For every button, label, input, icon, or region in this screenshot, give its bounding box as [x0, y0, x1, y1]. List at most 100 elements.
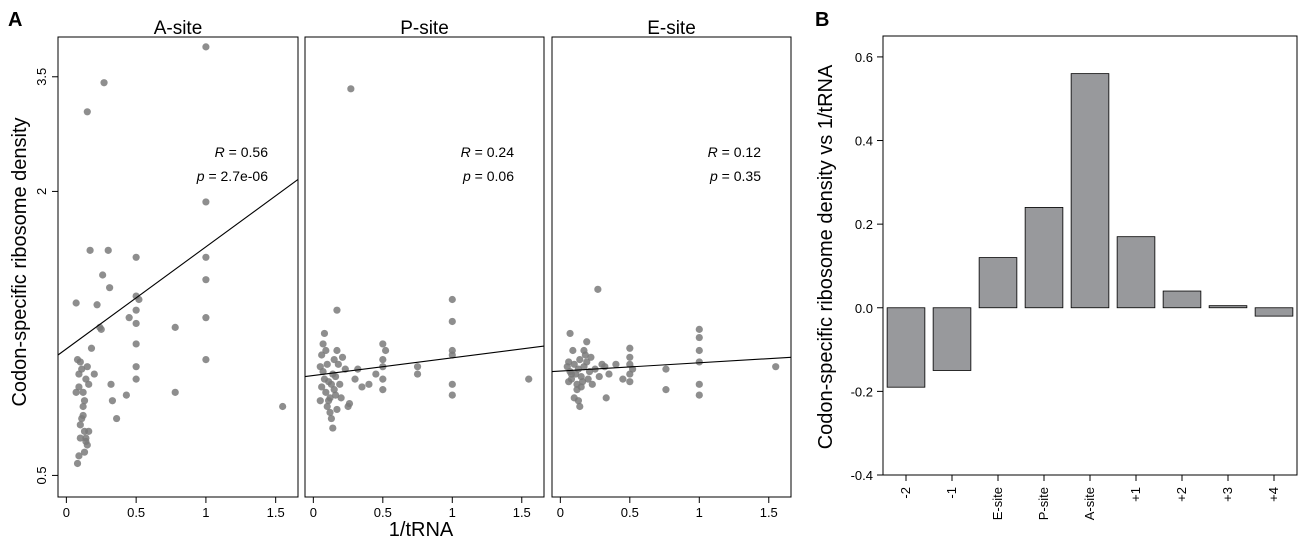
x-tick-label: 1.5 — [760, 505, 778, 520]
data-point — [413, 363, 422, 371]
data-point — [320, 329, 329, 338]
data-point — [338, 353, 347, 361]
y-tick-label: 0.2 — [855, 217, 873, 232]
data-point — [347, 85, 355, 93]
data-point — [601, 363, 609, 371]
facet-title: A-site — [154, 18, 203, 39]
data-point — [565, 378, 573, 386]
bar-+4 — [1254, 307, 1294, 317]
data-point — [626, 344, 634, 352]
data-point — [331, 372, 340, 381]
facet-p-site: P-site 0 0.5 1 1.5 R = 0.24 p = 0.06 — [304, 18, 545, 520]
data-point — [358, 383, 366, 391]
x-tick-label: 0 — [557, 505, 564, 520]
panel-b-y-axis-title: Codon-specific ribosome density vs 1/tRN… — [815, 64, 837, 449]
panel-a-x-axis-title: 1/tRNA — [389, 519, 454, 540]
data-point — [695, 346, 703, 355]
position-bar-chart: -0.4 -0.2 0.0 0.2 0.4 0.6 -2 -1 E-site P-site A-si… — [851, 35, 1298, 520]
panel-a-letter: A — [8, 9, 22, 31]
data-point — [325, 378, 333, 386]
data-point — [171, 323, 179, 331]
data-point — [125, 314, 133, 322]
y-tick-label: -0.2 — [851, 384, 873, 399]
data-point — [413, 370, 422, 378]
bar-P-site — [1024, 207, 1064, 309]
bar-+2 — [1162, 290, 1202, 309]
data-point — [100, 79, 108, 87]
data-point — [79, 402, 87, 411]
data-point — [202, 43, 210, 51]
data-point — [695, 333, 703, 342]
data-point — [695, 380, 703, 388]
data-point — [379, 340, 387, 348]
bar-+3 — [1208, 305, 1248, 309]
data-point — [78, 365, 86, 373]
data-point — [662, 365, 670, 373]
data-point — [333, 405, 341, 414]
data-point — [76, 421, 84, 429]
data-point — [379, 386, 387, 394]
data-point — [326, 394, 334, 402]
x-tick-label: 0 — [63, 505, 70, 520]
x-tick-label: -1 — [944, 487, 959, 499]
facet-frame — [551, 36, 792, 498]
r-annotation: R = 0.12 — [708, 144, 762, 160]
x-tick-label: 1 — [696, 505, 703, 520]
data-point — [132, 253, 140, 261]
data-point — [79, 388, 87, 396]
data-point — [569, 346, 577, 355]
data-point — [330, 386, 338, 394]
data-point — [122, 391, 130, 399]
x-tick-label: 1.5 — [267, 505, 285, 520]
data-point — [331, 391, 340, 399]
data-point — [319, 367, 327, 376]
data-point — [772, 363, 780, 371]
x-tick-label: 1 — [449, 505, 456, 520]
scatter-facets: A-site 0 0.5 1 1.5 0.5 2 3.5 R = 0.56 p = 2.7e-06… — [34, 18, 792, 520]
y-tick-label: 3.5 — [34, 68, 49, 86]
facet-e-site: E-site 0 0.5 1 1.5 R = 0.12 p = 0.35 — [551, 18, 792, 520]
data-point — [595, 372, 603, 381]
data-point — [132, 306, 140, 314]
data-point — [612, 360, 620, 368]
data-point — [75, 383, 83, 391]
y-tick-label: -0.4 — [851, 468, 873, 483]
bar-E-site — [978, 257, 1018, 309]
regression-line — [57, 179, 299, 356]
data-point — [583, 338, 591, 346]
bar-A-site — [1070, 73, 1110, 309]
data-point — [588, 380, 596, 388]
data-point — [695, 325, 703, 333]
data-point — [626, 353, 634, 361]
p-annotation: p = 0.06 — [462, 168, 514, 184]
data-point — [132, 340, 140, 348]
data-point — [336, 380, 344, 388]
facet-frame — [57, 36, 299, 498]
data-point — [326, 408, 334, 417]
data-point — [106, 284, 114, 292]
data-point — [584, 375, 592, 383]
data-point — [97, 325, 105, 333]
y-tick-label: 0.0 — [855, 301, 873, 316]
data-point — [86, 246, 94, 254]
data-point — [626, 378, 634, 386]
x-tick-label: +3 — [1220, 487, 1235, 502]
y-tick-label: 0.4 — [855, 134, 873, 149]
data-point — [279, 402, 287, 411]
data-point — [99, 271, 107, 279]
data-point — [83, 108, 91, 116]
data-point — [695, 391, 703, 399]
x-tick-label: P-site — [1036, 487, 1051, 520]
data-point — [330, 356, 338, 364]
x-tick-label: +2 — [1174, 487, 1189, 502]
data-point — [75, 452, 83, 460]
data-point — [72, 299, 80, 307]
data-point — [76, 358, 84, 366]
data-point — [171, 388, 179, 396]
data-point — [570, 360, 578, 368]
data-point — [333, 346, 341, 355]
data-point — [448, 317, 456, 326]
regression-line — [551, 356, 792, 373]
data-point — [80, 397, 89, 405]
